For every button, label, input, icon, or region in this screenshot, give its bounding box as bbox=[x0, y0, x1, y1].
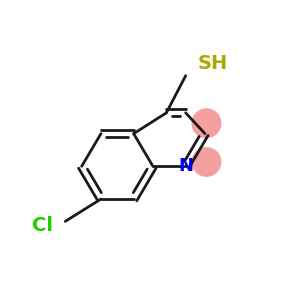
Circle shape bbox=[192, 148, 221, 176]
Text: Cl: Cl bbox=[32, 216, 53, 235]
Circle shape bbox=[192, 109, 221, 137]
Text: SH: SH bbox=[198, 54, 228, 73]
Text: N: N bbox=[178, 157, 193, 175]
